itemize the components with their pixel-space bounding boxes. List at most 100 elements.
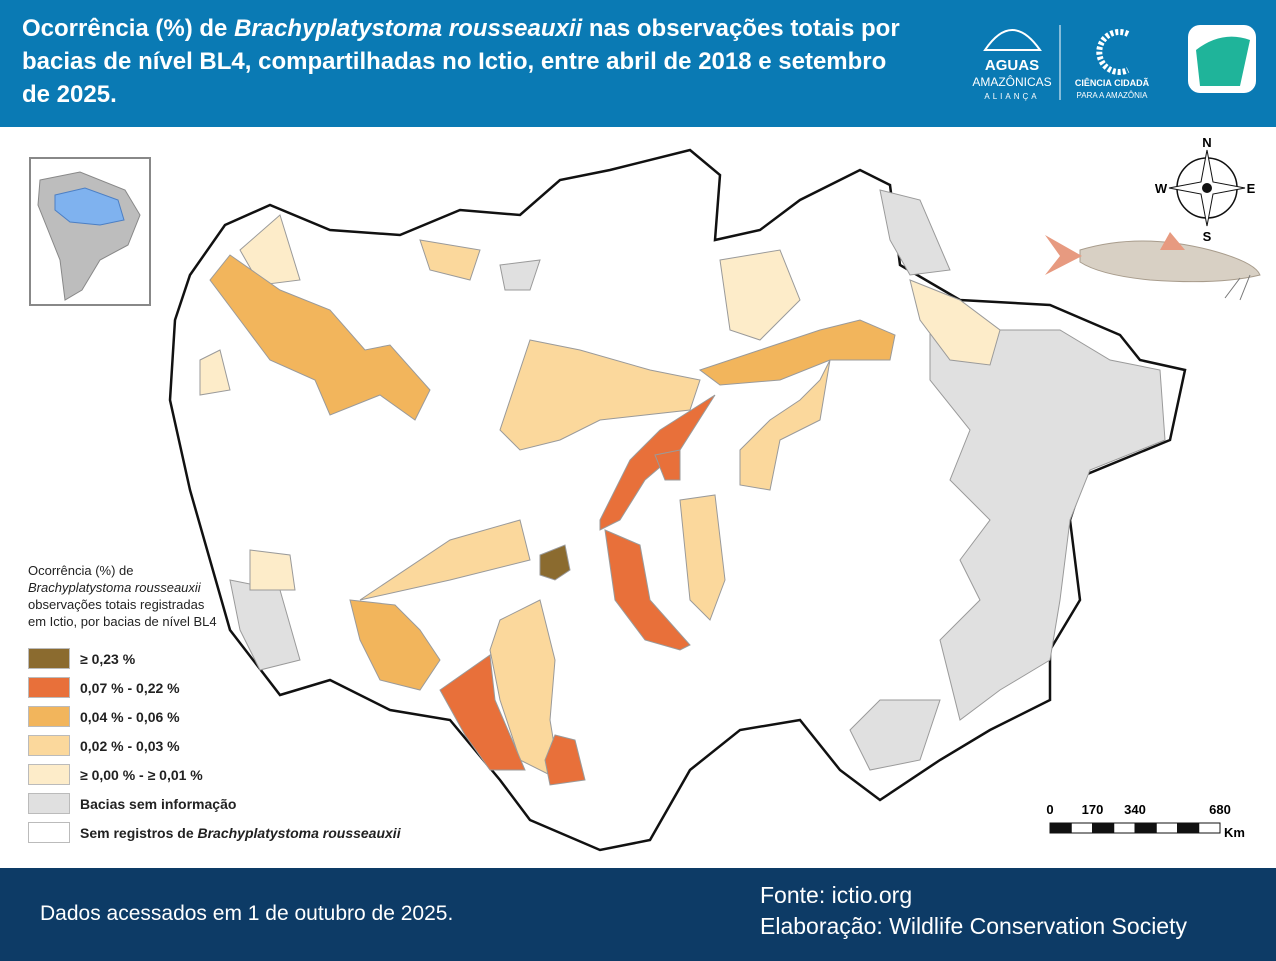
legend-label-species: Brachyplatystoma rousseauxii [197,824,401,841]
basin [209,254,431,421]
basin [499,259,541,291]
legend-label: 0,07 % - 0,22 % [80,680,180,696]
ciencia-logo: CIÊNCIA CIDADÃ PARA A AMAZÔNIA [1075,29,1150,100]
scale-label: 340 [1124,802,1146,817]
basin [679,494,726,621]
scale-segment [1134,822,1157,834]
scale-segment [1177,822,1200,834]
legend-title-species: Brachyplatystoma rousseauxii [28,580,201,595]
legend-row: 0,04 % - 0,06 % [28,702,401,731]
ictio-logo [1188,25,1256,93]
basin [909,279,1001,366]
scale-segment [1070,822,1093,834]
basin [719,249,801,341]
scale-label: 680 [1209,802,1231,817]
legend-label-part: Sem registros de [80,824,198,841]
legend-row: 0,02 % - 0,03 % [28,731,401,760]
legend-title: Ocorrência (%) de Brachyplatystoma rousse… [28,562,243,630]
basin [544,734,586,786]
legend-label: Sem registros de Brachyplatystoma rousse… [80,825,401,841]
compass-n: N [1202,135,1211,150]
legend-row: Sem registros de Brachyplatystoma rousse… [28,818,401,847]
title-part: Ocorrência (%) de [22,15,235,42]
legend-label: Bacias sem informação [80,796,236,812]
legend-swatch [28,764,70,785]
compass-center [1202,183,1212,193]
legend-title-line: observações totais registradas [28,597,205,612]
fish-illustration [1045,232,1261,301]
logo-text: PARA A AMAZÔNIA [1077,91,1149,100]
logo-icon [1096,29,1130,75]
logo-icon [1196,36,1250,86]
legend-label-text: ≥ 0,00 % - ≥ 0,01 % [80,766,203,783]
inset-basin [54,187,125,226]
legend-label: 0,02 % - 0,03 % [80,738,180,754]
basin [539,544,571,581]
basin [929,329,1166,721]
legend-label-text: 0,07 % - 0,22 % [80,679,180,696]
legend-label: ≥ 0,23 % [80,651,135,667]
logo-text: CIÊNCIA CIDADÃ [1075,77,1150,88]
legend-swatch [28,677,70,698]
basin [654,449,681,481]
scale-unit: Km [1224,825,1245,840]
fish-fin [1160,232,1185,250]
compass-e: E [1247,181,1256,196]
basin [349,599,441,691]
legend-label-text: Bacias sem informação [80,795,237,812]
basin [698,319,896,386]
compass-w: W [1155,181,1168,196]
basin [249,549,296,591]
scale-label: 0 [1046,802,1053,817]
legend-items: ≥ 0,23 % 0,07 % - 0,22 % 0,04 % - 0,06 % 0,… [28,644,401,847]
inset-map [29,157,151,306]
header: Ocorrência (%) de Brachyplatystoma rouss… [0,0,1276,127]
fish-tail [1045,235,1082,275]
legend-label-text: ≥ 0,23 % [80,650,136,667]
legend-label-text: 0,04 % - 0,06 % [80,708,180,725]
basin [499,339,701,451]
basin [604,529,691,651]
legend-title-line: Ocorrência (%) de [28,563,134,578]
accessed-note: Dados acessados em 1 de outubro de 2025. [40,902,454,925]
logo-text: AGUAS [985,57,1039,74]
basin [419,239,481,281]
basin [879,189,951,276]
logos: AGUAS AMAZÔNICAS ALIANÇA CIÊNCIA CIDADÃ … [972,25,1256,101]
legend-row: ≥ 0,23 % [28,644,401,673]
basins [199,189,1166,786]
basin [359,519,531,601]
legend-title-line: em Ictio, por bacias de nível BL4 [28,614,217,629]
legend-row: ≥ 0,00 % - ≥ 0,01 % [28,760,401,789]
compass-s: S [1203,229,1212,244]
legend-row: Bacias sem informação [28,789,401,818]
fish-barbel [1224,274,1251,301]
scale-segment [1198,822,1221,834]
basin [739,359,831,491]
title: Ocorrência (%) de Brachyplatystoma rouss… [22,12,902,111]
scale-label: 170 [1082,802,1104,817]
basin [439,654,526,771]
logo-text: ALIANÇA [984,92,1039,101]
legend-label: ≥ 0,00 % - ≥ 0,01 % [80,767,203,783]
logo-text: AMAZÔNICAS [972,74,1051,89]
scale-bar: 0 170 340 680 Km [1046,802,1245,840]
legend-label: 0,04 % - 0,06 % [80,709,180,725]
legend-row: 0,07 % - 0,22 % [28,673,401,702]
basin [199,349,231,396]
credit-note: Elaboração: Wildlife Conservation Societ… [760,913,1187,939]
legend-swatch [28,706,70,727]
map: N W E S 0 170 340 680 Km [29,135,1261,852]
fish-body [1079,240,1261,283]
compass: N W E S [1155,135,1256,244]
basin [849,699,941,771]
logo-icon [983,29,1042,51]
title-species: Brachyplatystoma rousseauxii [234,15,583,42]
legend-swatch [28,648,70,669]
legend-swatch [28,793,70,814]
aguas-logo: AGUAS AMAZÔNICAS ALIANÇA [972,29,1052,101]
scale-segment [1092,822,1115,834]
scale-segment [1155,822,1178,834]
